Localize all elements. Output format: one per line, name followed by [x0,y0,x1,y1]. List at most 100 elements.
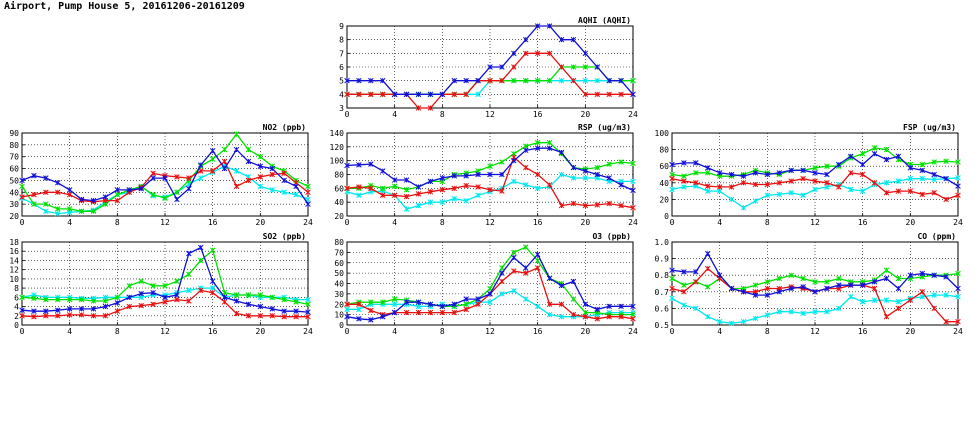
data-point-marker [391,183,398,190]
data-point-marker [281,189,287,196]
data-point-marker [281,296,287,303]
data-point-marker [895,178,902,184]
y-tick-label: 90 [9,129,19,138]
data-point-marker [704,265,711,272]
data-point-marker [197,287,204,294]
data-point-marker [776,180,783,186]
data-point-marker [570,164,577,171]
chart-title: SO2 (ppb) [263,232,306,241]
data-point-marker [102,303,109,310]
data-point-marker [847,294,854,300]
x-tick-label: 20 [256,218,266,227]
data-point-marker [19,307,25,313]
data-point-marker [90,208,97,215]
data-point-marker [162,175,168,181]
data-point-marker [344,313,350,320]
data-point-marker [836,282,842,288]
data-point-marker [245,177,252,184]
data-point-marker [824,171,830,178]
data-point-marker [415,191,422,197]
data-point-marker [174,292,180,298]
data-point-marker [871,297,878,303]
data-point-marker [281,170,287,177]
data-point-marker [293,313,299,320]
data-point-marker [150,283,156,289]
x-tick-label: 24 [628,110,638,119]
y-tick-label: 40 [9,188,19,197]
y-tick-label: 30 [334,290,344,299]
data-point-marker [451,301,458,308]
data-point-marker [728,171,735,178]
data-point-marker [943,292,949,298]
y-tick-label: 0 [14,321,19,330]
data-point-marker [43,208,49,215]
data-point-marker [630,204,636,211]
data-point-marker [836,305,842,312]
data-point-marker [403,309,410,316]
data-point-marker [558,149,565,156]
data-point-marker [150,191,156,198]
data-point-marker [221,146,228,153]
x-tick-label: 16 [533,327,543,336]
data-point-marker [281,313,287,320]
data-point-marker [788,285,794,292]
data-point-marker [174,296,180,303]
data-point-marker [800,284,806,290]
data-point-marker [764,171,771,178]
data-point-marker [704,170,711,176]
data-point-marker [499,77,505,84]
data-point-marker [534,23,541,29]
data-point-marker [102,313,109,319]
data-point-marker [534,251,541,258]
y-tick-label: 30 [9,200,19,209]
data-point-marker [233,131,240,137]
data-point-marker [740,173,747,179]
data-point-marker [740,289,747,295]
data-point-marker [919,270,926,277]
data-point-marker [606,313,612,320]
data-point-marker [669,175,675,182]
data-point-marker [594,202,601,208]
data-point-marker [630,303,636,310]
data-point-marker [293,299,299,305]
data-point-marker [919,167,926,174]
data-point-marker [534,171,541,178]
data-point-marker [245,292,252,298]
x-tick-label: 24 [953,218,963,227]
data-point-marker [305,189,311,196]
data-point-marker [293,191,299,198]
data-point-marker [740,180,747,186]
data-point-marker [487,299,493,305]
x-tick-label: 12 [810,327,820,336]
x-tick-label: 24 [953,327,963,336]
data-point-marker [895,305,902,312]
data-point-marker [463,306,469,313]
data-point-marker [558,202,565,209]
y-tick-label: 5 [339,77,344,86]
y-tick-label: 20 [334,212,344,221]
data-point-marker [907,297,914,303]
data-point-marker [534,50,541,57]
y-tick-label: 16 [9,247,19,256]
data-point-marker [594,164,601,171]
data-point-marker [233,292,240,298]
data-point-marker [245,158,252,165]
data-point-marker [883,313,890,320]
data-point-marker [368,299,374,305]
data-point-marker [558,301,565,308]
data-point-marker [368,185,374,192]
data-point-marker [451,195,458,202]
data-point-marker [499,265,505,271]
data-point-marker [943,175,949,182]
data-point-marker [800,310,806,317]
chart-title: FSP (ug/m3) [903,123,956,132]
data-point-marker [257,183,264,190]
data-point-marker [126,283,133,289]
data-point-marker [511,249,517,256]
data-point-marker [162,195,168,201]
data-point-marker [681,173,687,179]
data-point-marker [669,267,675,273]
data-point-marker [630,316,636,322]
plot-frame [671,241,959,326]
